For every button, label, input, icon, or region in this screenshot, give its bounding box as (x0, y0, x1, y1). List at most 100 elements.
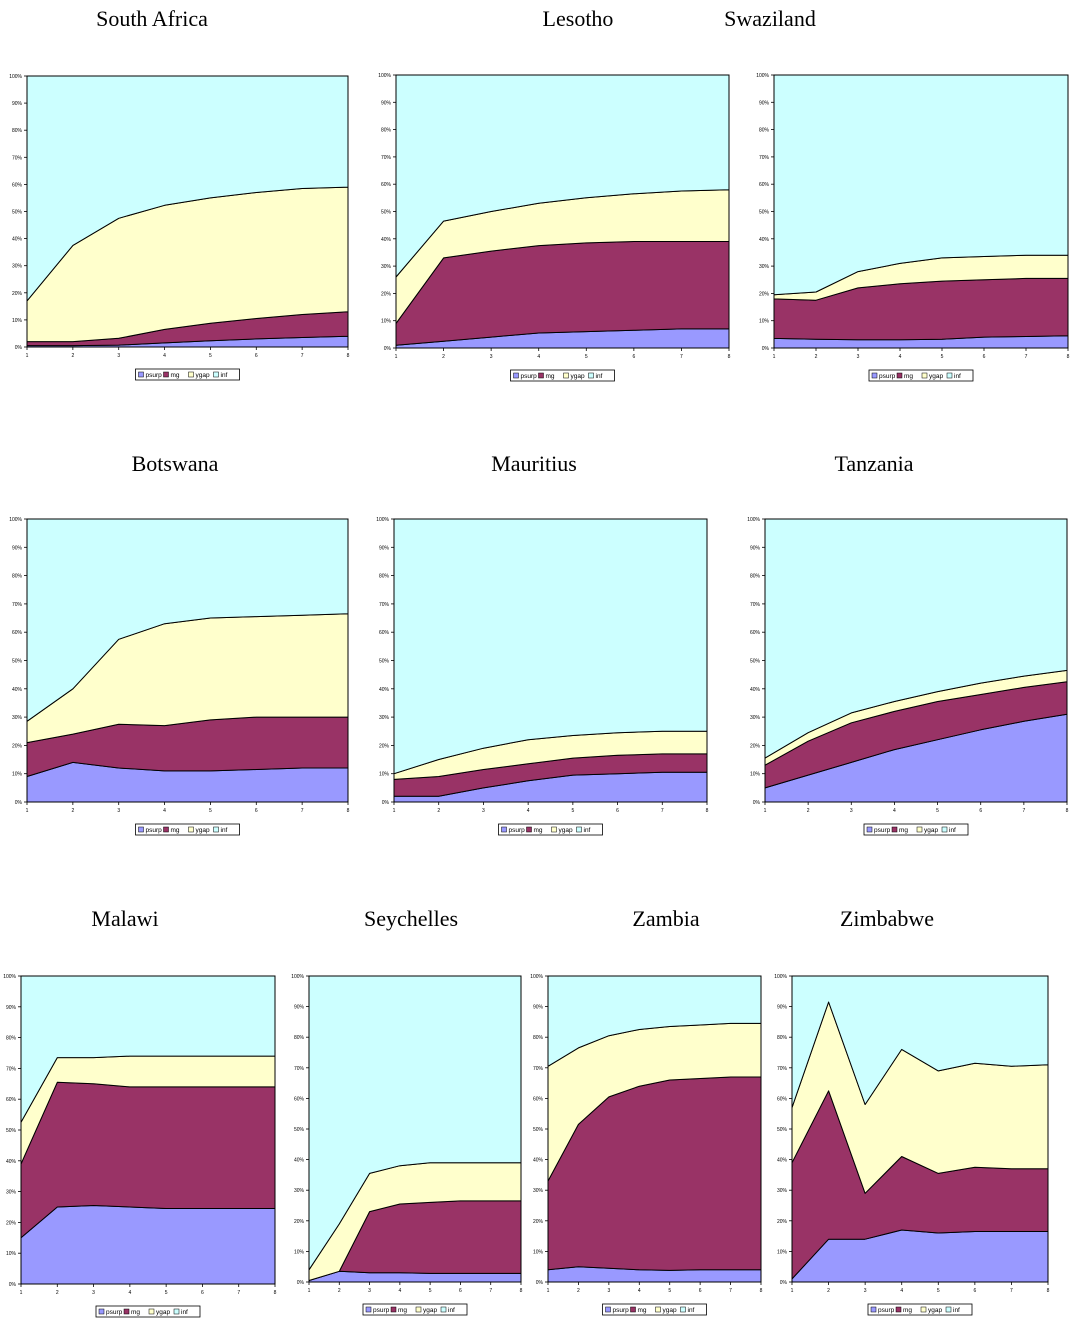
x-tick-label-zambia: 4 (638, 1288, 641, 1294)
x-tick-label-tanzania: 6 (979, 808, 982, 814)
x-tick-label-zimbabwe: 5 (937, 1288, 940, 1294)
y-tick-label-malawi: 30% (6, 1190, 17, 1196)
legend-swatch-mg (895, 1306, 902, 1313)
y-tick-label-tanzania: 80% (750, 574, 761, 580)
legend-swatch-ygap (188, 371, 194, 378)
legend-label-mg: mg (131, 1309, 140, 1316)
legend-swatch-mg (123, 1308, 130, 1315)
plot-area-seychelles (309, 976, 521, 1282)
legend-label-ygap: ygap (929, 373, 943, 380)
y-tick-label-south-africa: 40% (12, 237, 23, 243)
legend-box-swaziland (868, 369, 974, 382)
legend-swatch-mg (891, 826, 898, 833)
legend-label-mg: mg (171, 827, 180, 834)
legend-label-ygap: ygap (924, 827, 938, 834)
x-tick-label-zambia: 3 (607, 1288, 610, 1294)
y-tick-label-swaziland: 30% (759, 264, 770, 270)
y-tick-label-zimbabwe: 100% (774, 974, 787, 980)
y-tick-label-mauritius: 60% (379, 630, 390, 636)
legend-label-inf: inf (953, 1307, 960, 1314)
legend-label-inf: inf (181, 1309, 188, 1316)
y-tick-label-zimbabwe: 60% (777, 1096, 788, 1102)
chart-title-zambia: Zambia (632, 906, 700, 931)
area-inf-tanzania (764, 518, 1068, 759)
area-mg-zambia (547, 1076, 762, 1271)
y-tick-label-lesotho: 40% (381, 237, 392, 243)
y-tick-label-seychelles: 50% (294, 1127, 305, 1133)
area-mg-seychelles (308, 1200, 522, 1281)
y-tick-label-zimbabwe: 70% (777, 1066, 788, 1072)
y-tick-label-seychelles: 90% (294, 1005, 305, 1011)
area-mg-south-africa (26, 311, 349, 347)
x-tick-label-swaziland: 4 (899, 354, 902, 360)
chart-title-zimbabwe: Zimbabwe (839, 906, 935, 931)
y-tick-label-mauritius: 10% (379, 772, 390, 778)
legend-label-inf: inf (448, 1307, 455, 1314)
chart-title-malawi: Malawi (91, 906, 159, 931)
y-tick-label-swaziland: 60% (759, 182, 770, 188)
x-tick-label-botswana: 8 (347, 808, 350, 814)
area-ygap-botswana (26, 613, 349, 744)
y-tick-label-botswana: 80% (12, 574, 23, 580)
y-tick-label-zambia: 30% (533, 1188, 544, 1194)
area-psurp-swaziland (773, 335, 1069, 349)
legend-swaziland: psurp mg ygap inf (868, 369, 974, 382)
area-ygap-zambia (547, 1022, 762, 1182)
legend-label-ygap: ygap (423, 1307, 437, 1314)
x-tick-label-tanzania: 4 (893, 808, 896, 814)
legend-box-seychelles (362, 1303, 468, 1316)
y-tick-label-malawi: 90% (6, 1005, 17, 1011)
area-inf-zambia (547, 975, 762, 1067)
x-tick-label-zambia: 5 (668, 1288, 671, 1294)
area-psurp-seychelles (308, 1270, 522, 1283)
area-ygap-mauritius (393, 730, 708, 780)
y-tick-label-malawi: 0% (9, 1282, 17, 1288)
y-tick-label-zimbabwe: 50% (777, 1127, 788, 1133)
y-tick-label-seychelles: 70% (294, 1066, 305, 1072)
y-tick-label-mauritius: 100% (376, 517, 389, 523)
y-tick-label-tanzania: 60% (750, 630, 761, 636)
y-tick-label-botswana: 10% (12, 772, 23, 778)
legend-swatch-inf (945, 1306, 952, 1313)
y-tick-label-malawi: 10% (6, 1251, 17, 1257)
x-tick-label-zambia: 6 (699, 1288, 702, 1294)
x-tick-label-mauritius: 1 (393, 808, 396, 814)
chart-title-mauritius: Mauritius (491, 451, 577, 476)
legend-swatch-inf (213, 371, 219, 378)
x-tick-label-zimbabwe: 7 (1010, 1288, 1013, 1294)
legend-label-mg: mg (904, 373, 913, 380)
plot-border-south-africa (26, 75, 349, 348)
x-tick-label-tanzania: 1 (764, 808, 767, 814)
area-psurp-botswana (26, 761, 349, 803)
legend-label-psurp: psurp (879, 373, 896, 380)
legend-label-mg: mg (398, 1307, 407, 1314)
x-tick-label-botswana: 2 (71, 808, 74, 814)
legend-swatch-psurp (365, 1306, 372, 1313)
x-tick-label-swaziland: 1 (773, 354, 776, 360)
y-tick-label-zambia: 100% (530, 974, 543, 980)
y-tick-label-zambia: 10% (533, 1249, 544, 1255)
x-tick-label-swaziland: 7 (1025, 354, 1028, 360)
y-tick-label-zambia: 60% (533, 1096, 544, 1102)
x-tick-label-south-africa: 5 (209, 353, 212, 359)
legend-tanzania: psurp mg ygap inf (863, 823, 969, 836)
y-tick-label-seychelles: 0% (297, 1280, 305, 1286)
legend-seychelles: psurp mg ygap inf (362, 1303, 468, 1316)
y-tick-label-malawi: 40% (6, 1159, 17, 1165)
y-tick-label-tanzania: 90% (750, 545, 761, 551)
x-tick-label-malawi: 6 (201, 1290, 204, 1296)
y-tick-label-malawi: 80% (6, 1036, 17, 1042)
plot-border-mauritius (393, 518, 708, 803)
x-tick-label-mauritius: 8 (706, 808, 709, 814)
y-tick-label-tanzania: 30% (750, 715, 761, 721)
area-ygap-lesotho (395, 189, 730, 324)
y-tick-label-zambia: 70% (533, 1066, 544, 1072)
legend-label-mg: mg (903, 1307, 912, 1314)
legend-swatch-psurp (98, 1308, 105, 1315)
x-tick-label-tanzania: 5 (936, 808, 939, 814)
